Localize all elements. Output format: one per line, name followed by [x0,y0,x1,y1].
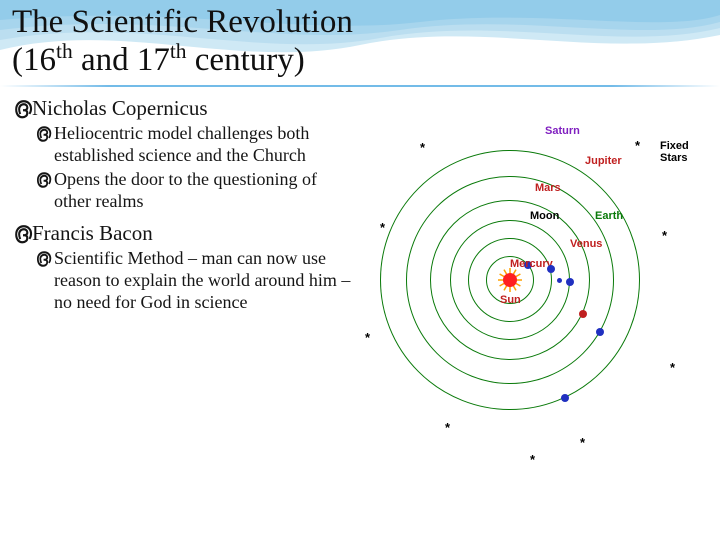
planet-label: Saturn [545,125,580,137]
bullet-level1: ൫Nicholas Copernicus [14,96,354,121]
bullet-level2: ൫Opens the door to the questioning of ot… [36,169,354,213]
fixed-star-icon: * [530,452,535,467]
planet-dot [561,394,569,402]
planet-label: Mars [535,182,561,194]
title-line-1: The Scientific Revolution [12,4,353,42]
planet-dot [566,278,574,286]
fixed-star-icon: * [662,228,667,243]
bullet-text: Scientific Method – man can now use reas… [54,248,354,314]
fixed-star-icon: * [365,330,370,345]
sun-label: Sun [500,294,521,306]
fixed-star-icon: * [445,420,450,435]
planet-label: Earth [595,210,623,222]
title-sup-1: th [56,39,73,63]
planet-label: Moon [530,210,559,222]
planet-dot [596,328,604,336]
title-line-2: (16th and 17th century) [12,42,353,80]
title-underline [0,85,720,87]
fixed-star-icon: * [420,140,425,155]
bullet-text: Opens the door to the questioning of oth… [54,169,354,213]
planet-dot [547,265,555,273]
bullet-text: Nicholas Copernicus [32,96,354,121]
bullet-level2: ൫Heliocentric model challenges both esta… [36,123,354,167]
title-frag-a: (16 [12,42,56,78]
bullet-level1: ൫Francis Bacon [14,221,354,246]
planet-label: Venus [570,238,602,250]
slide-title: The Scientific Revolution (16th and 17th… [12,4,353,80]
swirl-bullet-icon: ൫ [36,170,54,190]
title-frag-b: and 17 [73,42,170,78]
fixed-star-icon: * [635,138,640,153]
fixed-star-icon: * [670,360,675,375]
bullet-text: Francis Bacon [32,221,354,246]
bullet-content: ൫Nicholas Copernicus൫Heliocentric model … [14,96,354,316]
planet-dot [579,310,587,318]
title-frag-c: century) [187,42,305,78]
bullet-text: Heliocentric model challenges both estab… [54,123,354,167]
title-sup-2: th [170,39,187,63]
heliocentric-diagram: MercuryVenusEarthMoonMarsJupiterSaturnSu… [360,100,710,460]
swirl-bullet-icon: ൫ [36,124,54,144]
swirl-bullet-icon: ൫ [36,249,54,269]
fixed-stars-label: FixedStars [660,140,689,164]
swirl-bullet-icon: ൫ [14,98,32,120]
fixed-star-icon: * [380,220,385,235]
fixed-star-icon: * [580,435,585,450]
swirl-bullet-icon: ൫ [14,223,32,245]
sun-core [503,273,517,287]
planet-label: Jupiter [585,155,622,167]
bullet-level2: ൫Scientific Method – man can now use rea… [36,248,354,314]
